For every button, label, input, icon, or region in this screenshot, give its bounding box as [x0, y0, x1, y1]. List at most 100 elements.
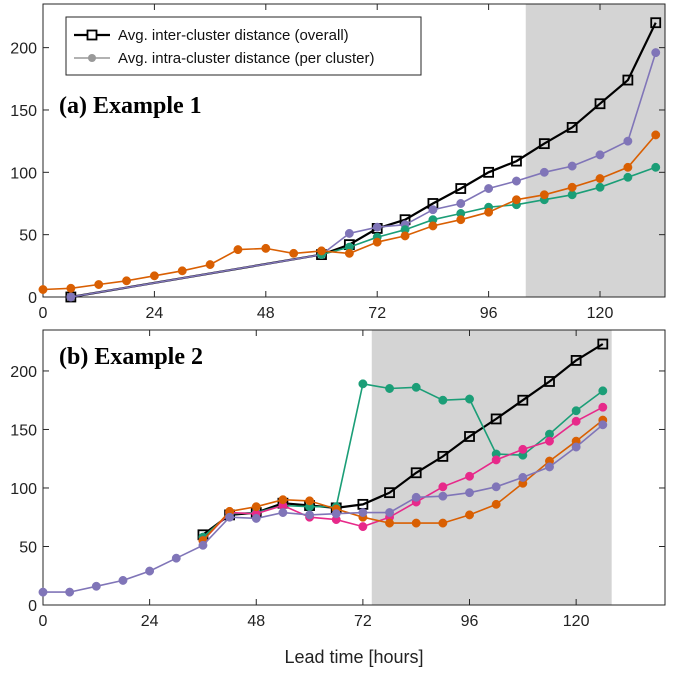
data-point [545, 462, 554, 472]
data-point [38, 285, 48, 294]
data-point [225, 512, 235, 522]
data-point [651, 130, 661, 140]
y-tick-label: 150 [10, 103, 37, 120]
data-point [595, 150, 605, 160]
data-point [545, 436, 554, 446]
x-tick-label: 120 [587, 305, 614, 322]
data-point [205, 260, 215, 270]
legend-label: Avg. intra-cluster distance (per cluster… [118, 50, 375, 67]
data-point [289, 248, 299, 258]
data-point [145, 566, 155, 576]
data-point [66, 292, 76, 302]
data-point [358, 379, 368, 389]
plot-frame [42, 329, 666, 606]
data-point [571, 442, 581, 452]
data-point [233, 245, 243, 255]
data-point [571, 416, 581, 426]
data-point [518, 444, 528, 454]
data-point [567, 182, 577, 192]
data-point [278, 508, 288, 518]
data-point [428, 221, 438, 231]
data-point [594, 98, 606, 110]
data-point [410, 467, 422, 479]
legend-swatch-marker [88, 54, 96, 62]
data-point [411, 518, 421, 528]
data-point [456, 215, 466, 225]
series-line [43, 424, 604, 593]
x-tick-label: 96 [461, 613, 479, 630]
data-point [344, 228, 354, 238]
data-point [464, 431, 475, 442]
data-point [465, 471, 474, 481]
x-tick-label: 0 [39, 305, 48, 322]
data-point [465, 488, 474, 498]
series-line [202, 343, 604, 536]
data-point [171, 553, 181, 563]
data-point [358, 508, 368, 518]
data-point [484, 207, 494, 217]
data-point [344, 248, 354, 258]
panel-example-1: 0 24 48 72 96 120 0 50 100 150 200 (a) Example 1 Avg… [10, 3, 666, 322]
data-point [38, 587, 48, 597]
data-point [305, 496, 315, 506]
series-line [70, 52, 657, 298]
series-3 [38, 130, 661, 294]
data-point [437, 450, 449, 462]
data-point [198, 540, 208, 550]
data-point [650, 17, 662, 29]
data-point [539, 167, 549, 177]
data-point [623, 172, 633, 182]
data-point [484, 184, 494, 193]
legend-box [65, 16, 422, 76]
data-point [261, 243, 271, 253]
legend: Avg. inter-cluster distance (overall) Avg… [65, 16, 422, 76]
x-tick-label: 72 [354, 613, 372, 630]
y-tick-label: 50 [19, 539, 37, 556]
x-tick-label: 48 [257, 305, 275, 322]
series-line [202, 406, 604, 542]
data-point [305, 510, 315, 520]
data-point [278, 495, 288, 505]
data-point [465, 510, 474, 520]
legend-label: Avg. inter-cluster distance (overall) [118, 27, 349, 44]
panel-title: (a) Example 1 [59, 93, 202, 119]
data-point [518, 472, 528, 482]
data-point [651, 162, 661, 172]
data-point [595, 174, 605, 184]
data-point [567, 190, 577, 200]
data-point [65, 587, 75, 597]
y-tick-label: 50 [19, 228, 37, 245]
data-point [538, 138, 550, 150]
data-point [566, 122, 578, 133]
data-point [483, 166, 495, 178]
data-point [385, 518, 394, 528]
y-tick-label: 0 [28, 290, 37, 307]
data-point [598, 420, 608, 430]
data-point [598, 402, 608, 412]
data-point [595, 182, 605, 192]
x-tick-label: 96 [480, 305, 498, 322]
data-point [438, 482, 448, 492]
data-point [491, 455, 501, 465]
data-point [66, 283, 76, 293]
x-tick-label: 24 [146, 305, 164, 322]
data-point [251, 513, 261, 523]
data-point [570, 355, 582, 366]
data-point [465, 394, 474, 404]
data-point [438, 395, 448, 405]
data-point [651, 48, 661, 58]
y-tick-label: 100 [10, 481, 37, 498]
data-point [251, 502, 261, 512]
data-point [544, 376, 555, 387]
data-point [385, 384, 394, 393]
data-point [411, 492, 421, 502]
data-point [411, 382, 421, 392]
data-point [539, 190, 549, 200]
data-point [372, 237, 382, 247]
legend-entry: Avg. inter-cluster distance (overall) [74, 27, 349, 44]
data-point [622, 74, 634, 86]
legend-entry: Avg. intra-cluster distance (per cluster… [74, 50, 375, 67]
data-point [118, 575, 128, 585]
y-tick-label: 0 [28, 598, 37, 615]
